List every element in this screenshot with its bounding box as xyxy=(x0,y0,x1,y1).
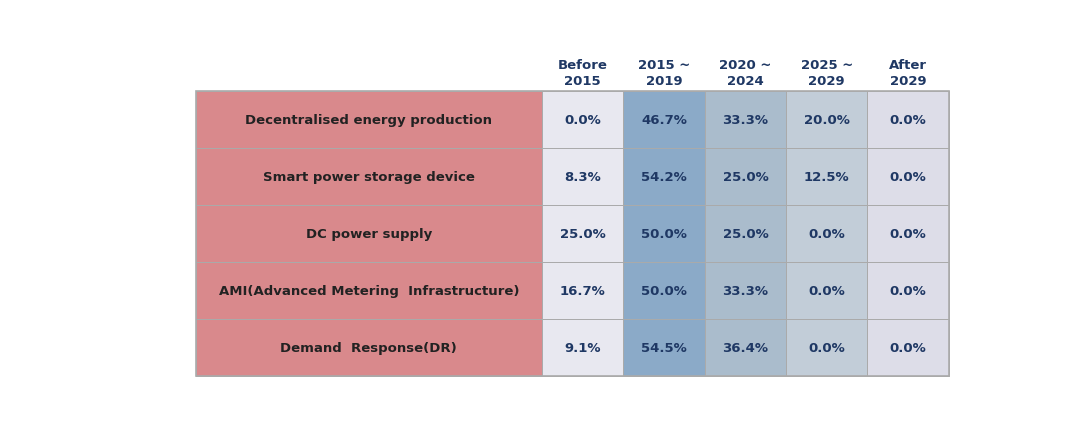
Text: Decentralised energy production: Decentralised energy production xyxy=(246,114,492,127)
Bar xyxy=(867,206,948,263)
Bar xyxy=(786,319,867,376)
Bar xyxy=(543,206,624,263)
Text: 50.0%: 50.0% xyxy=(641,285,687,297)
Text: 0.0%: 0.0% xyxy=(808,342,845,354)
Text: 25.0%: 25.0% xyxy=(723,171,768,184)
Bar xyxy=(705,319,786,376)
Bar xyxy=(624,206,705,263)
Bar xyxy=(624,92,705,149)
Bar xyxy=(705,263,786,319)
Text: 2015 ~
2019: 2015 ~ 2019 xyxy=(638,59,690,88)
Text: 2025 ~
2029: 2025 ~ 2029 xyxy=(801,59,853,88)
Bar xyxy=(786,92,867,149)
Text: 0.0%: 0.0% xyxy=(890,171,926,184)
Bar xyxy=(867,149,948,206)
Bar xyxy=(543,263,624,319)
Bar xyxy=(195,319,543,376)
Text: 25.0%: 25.0% xyxy=(723,228,768,241)
Text: 54.2%: 54.2% xyxy=(641,171,687,184)
Bar xyxy=(195,149,543,206)
Bar xyxy=(786,206,867,263)
Text: 50.0%: 50.0% xyxy=(641,228,687,241)
Bar xyxy=(786,263,867,319)
Text: 36.4%: 36.4% xyxy=(722,342,768,354)
Text: Smart power storage device: Smart power storage device xyxy=(263,171,475,184)
Bar xyxy=(624,319,705,376)
Bar xyxy=(867,92,948,149)
Text: 0.0%: 0.0% xyxy=(808,228,845,241)
Text: 0.0%: 0.0% xyxy=(890,228,926,241)
Text: 0.0%: 0.0% xyxy=(564,114,601,127)
Text: 2020 ~
2024: 2020 ~ 2024 xyxy=(719,59,771,88)
Text: 54.5%: 54.5% xyxy=(641,342,687,354)
Bar xyxy=(867,319,948,376)
Text: AMI(Advanced Metering  Infrastructure): AMI(Advanced Metering Infrastructure) xyxy=(219,285,519,297)
Bar xyxy=(705,206,786,263)
Bar xyxy=(195,92,948,376)
Bar xyxy=(195,206,543,263)
Text: 0.0%: 0.0% xyxy=(808,285,845,297)
Bar xyxy=(867,263,948,319)
Bar xyxy=(543,92,624,149)
Text: 20.0%: 20.0% xyxy=(804,114,850,127)
Text: 46.7%: 46.7% xyxy=(641,114,687,127)
Text: 33.3%: 33.3% xyxy=(722,114,768,127)
Text: 25.0%: 25.0% xyxy=(560,228,606,241)
Text: 12.5%: 12.5% xyxy=(804,171,849,184)
Text: DC power supply: DC power supply xyxy=(305,228,431,241)
Text: 0.0%: 0.0% xyxy=(890,342,926,354)
Text: 9.1%: 9.1% xyxy=(565,342,601,354)
Text: 0.0%: 0.0% xyxy=(890,114,926,127)
Text: Before
2015: Before 2015 xyxy=(557,59,608,88)
Bar xyxy=(624,263,705,319)
Bar xyxy=(705,92,786,149)
Text: 8.3%: 8.3% xyxy=(564,171,601,184)
Bar xyxy=(786,149,867,206)
Bar xyxy=(705,149,786,206)
Text: 0.0%: 0.0% xyxy=(890,285,926,297)
Text: 33.3%: 33.3% xyxy=(722,285,768,297)
Bar xyxy=(195,263,543,319)
Bar xyxy=(624,149,705,206)
Text: 16.7%: 16.7% xyxy=(560,285,606,297)
Bar xyxy=(543,149,624,206)
Text: Demand  Response(DR): Demand Response(DR) xyxy=(281,342,457,354)
Text: After
2029: After 2029 xyxy=(890,59,927,88)
Bar xyxy=(543,319,624,376)
Bar xyxy=(195,92,543,149)
